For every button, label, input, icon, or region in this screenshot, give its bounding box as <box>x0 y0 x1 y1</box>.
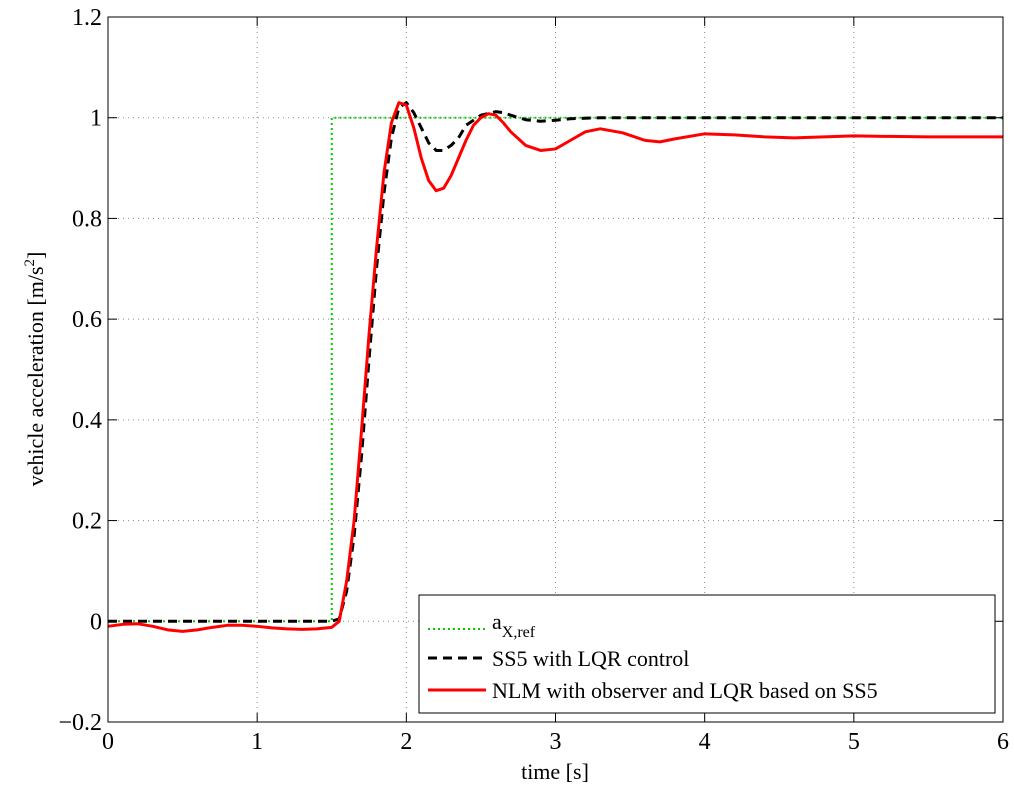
y-tick-label: 0.8 <box>72 206 102 232</box>
series-layer <box>107 101 1003 633</box>
legend-label-reference-subscript: X,ref <box>502 624 536 641</box>
series-line-ss5-lqr <box>108 101 1003 623</box>
x-tick-label: 5 <box>848 729 860 755</box>
y-axis-title-end: ] <box>23 252 48 259</box>
x-tick-label: 6 <box>997 729 1009 755</box>
y-tick-label: 0.6 <box>72 307 102 333</box>
y-tick-label: 1 <box>90 106 102 132</box>
legend-box <box>418 594 996 714</box>
legend: aX,ref SS5 with LQR control NLM with obs… <box>418 594 996 714</box>
x-tick-label: 4 <box>699 729 711 755</box>
y-tick-label: 0.4 <box>72 408 102 434</box>
x-tick-label: 0 <box>102 729 114 755</box>
y-axis-title-superscript: 2 <box>22 259 38 267</box>
y-tick-label: −0.2 <box>58 710 102 736</box>
tick-label-layer: 0 1 2 3 4 5 6−0.200.20.40.60.811.2 <box>58 5 1009 755</box>
legend-label-nlm: NLM with observer and LQR based on SS5 <box>492 678 878 703</box>
y-tick-label: 0 <box>90 609 102 635</box>
y-tick-label: 0.2 <box>72 509 102 535</box>
x-tick-label: 1 <box>251 729 263 755</box>
x-tick-label: 2 <box>400 729 412 755</box>
series-line-reference <box>108 116 1003 623</box>
x-tick-label: 3 <box>550 729 562 755</box>
x-axis-title: time [s] <box>521 759 589 784</box>
legend-label-reference: aX,ref <box>492 609 536 641</box>
legend-label-reference-main: a <box>492 609 502 634</box>
y-axis-title: vehicle acceleration [m/s2] <box>22 252 48 487</box>
y-tick-label: 1.2 <box>72 5 102 31</box>
y-axis-title-main: vehicle acceleration [m/s <box>23 266 48 486</box>
series-line-nlm-observer <box>107 101 1003 633</box>
legend-label-ss5: SS5 with LQR control <box>492 646 689 671</box>
